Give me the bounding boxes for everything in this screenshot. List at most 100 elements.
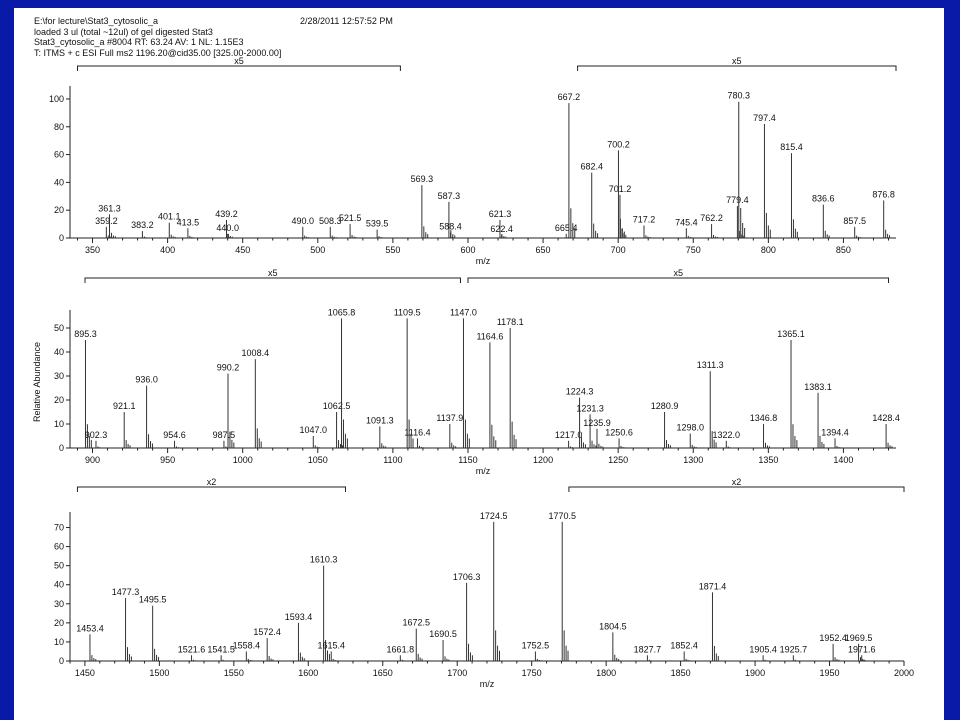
panel-2-peak-label: 921.1 bbox=[113, 401, 136, 411]
panel-1-peak-label: 439.2 bbox=[215, 209, 238, 219]
panel-2-peak-label: 1047.0 bbox=[300, 425, 328, 435]
panel-1-peak-label: 413.5 bbox=[177, 217, 200, 227]
panel-1-peak-label: 401.1 bbox=[158, 212, 181, 222]
panel-2-peak-label: 1164.6 bbox=[476, 331, 503, 341]
panel-3-peak-label: 1804.5 bbox=[599, 621, 627, 631]
panel-1-peak-label: 569.3 bbox=[411, 174, 434, 184]
panel-2-peak-label: 1008.4 bbox=[242, 348, 270, 358]
panel-1-y-tick-label: 20 bbox=[54, 205, 64, 215]
panel-3-peak-label: 1558.4 bbox=[233, 640, 261, 650]
panel-3-peak-label: 1852.4 bbox=[670, 640, 698, 650]
panel-2-peak-label: 1137.9 bbox=[436, 413, 463, 423]
panel-2-peak-label: 1178.1 bbox=[497, 317, 524, 327]
panel-1-y-tick-label: 60 bbox=[54, 150, 64, 160]
panel-1-x-tick-label: 450 bbox=[235, 245, 250, 255]
panel-3-x-tick-label: 1550 bbox=[224, 668, 244, 678]
panel-3-x-tick-label: 1500 bbox=[149, 668, 169, 678]
panel-2-peak-label: 902.3 bbox=[85, 430, 108, 440]
panel-1-peak-label: 857.5 bbox=[843, 216, 866, 226]
panel-2-y-axis-label: Relative Abundance bbox=[32, 342, 42, 422]
panel-3-x-tick-label: 1850 bbox=[671, 668, 691, 678]
panel-2-x-tick-label: 1100 bbox=[383, 455, 402, 465]
panel-1-peak-label: 700.2 bbox=[607, 139, 630, 149]
panel-2-peak-label: 1091.3 bbox=[366, 415, 394, 425]
panel-2-peak-label: 1280.9 bbox=[651, 401, 679, 411]
panel-2-x-tick-label: 1400 bbox=[833, 455, 853, 465]
panel-3-x-tick-label: 1950 bbox=[820, 668, 840, 678]
panel-3-y-tick-label: 10 bbox=[54, 637, 64, 647]
panel-2-x-tick-label: 1250 bbox=[608, 455, 628, 465]
panel-2-peak-label: 1062.5 bbox=[323, 401, 351, 411]
panel-3-peak-label: 1453.4 bbox=[76, 623, 104, 633]
panel-1-peak-label: 667.2 bbox=[558, 92, 581, 102]
panel-3-peak-label: 1706.3 bbox=[453, 572, 481, 582]
panel-3-x-tick-label: 1700 bbox=[447, 668, 467, 678]
panel-3-zoom-factor-label: x2 bbox=[732, 477, 742, 487]
panel-1-peak-label: 621.3 bbox=[489, 209, 512, 219]
panel-2-peak-label: 1250.6 bbox=[605, 427, 633, 437]
panel-3-zoom-bracket bbox=[76, 486, 347, 492]
acquisition-timestamp: 2/28/2011 12:57:52 PM bbox=[300, 16, 393, 26]
panel-3-peak-label: 1477.3 bbox=[112, 587, 140, 597]
panel-2-y-tick-label: 10 bbox=[54, 419, 64, 429]
panel-1-peak-label: 701.2 bbox=[609, 184, 632, 194]
panel-3-peak-label: 1593.4 bbox=[285, 612, 313, 622]
panel-1-peak-label: 440.0 bbox=[216, 223, 239, 233]
panel-1-peak-label: 717.2 bbox=[633, 214, 656, 224]
panel-3-x-axis-label: m/z bbox=[480, 679, 495, 689]
panel-3-peak-label: 1925.7 bbox=[780, 644, 808, 654]
panel-2-x-tick-label: 900 bbox=[85, 455, 100, 465]
panel-1-zoom-factor-label: x5 bbox=[732, 56, 742, 66]
panel-3-peak-label: 1724.5 bbox=[480, 511, 508, 521]
panel-1-peak-label: 682.4 bbox=[580, 162, 603, 172]
panel-2-peak-label: 1365.1 bbox=[777, 329, 805, 339]
panel-3-peak-label: 1770.5 bbox=[548, 511, 576, 521]
panel-1-x-tick-label: 600 bbox=[460, 245, 475, 255]
panel-2-x-tick-label: 1300 bbox=[683, 455, 703, 465]
panel-1-peak-label: 587.3 bbox=[438, 191, 461, 201]
panel-2-zoom-bracket bbox=[84, 277, 461, 283]
panel-1-x-tick-label: 650 bbox=[536, 245, 551, 255]
panel-3-peak-label: 1971.6 bbox=[848, 644, 876, 654]
panel-3-zoom-factor-label: x2 bbox=[207, 477, 217, 487]
panel-2-peak-label: 1147.0 bbox=[450, 307, 477, 317]
panel-2-peak-label: 954.6 bbox=[163, 430, 186, 440]
panel-1-x-tick-label: 700 bbox=[611, 245, 626, 255]
panel-2-peak-label: 1311.3 bbox=[697, 360, 724, 370]
panel-2-peak-label: 1231.3 bbox=[576, 403, 604, 413]
panel-1-x-axis-label: m/z bbox=[476, 256, 491, 266]
panel-1-peak-label: 383.2 bbox=[131, 220, 154, 230]
panel-2-peak-label: 1394.4 bbox=[821, 427, 849, 437]
panel-2-y-tick-label: 30 bbox=[54, 371, 64, 381]
scan-info: Stat3_cytosolic_a #8004 RT: 63.24 AV: 1 … bbox=[34, 37, 244, 47]
panel-1-y-tick-label: 0 bbox=[59, 233, 64, 243]
panel-3-x-tick-label: 2000 bbox=[894, 668, 914, 678]
panel-2-peak-label: 895.3 bbox=[74, 329, 97, 339]
panel-1-y-tick-label: 80 bbox=[54, 122, 64, 132]
panel-2-peak-label: 1235.9 bbox=[583, 418, 611, 428]
sample-note: loaded 3 ul (total ~12ul) of gel digeste… bbox=[34, 26, 213, 37]
panel-3-zoom-bracket bbox=[568, 486, 905, 492]
panel-3-peak-label: 1521.6 bbox=[178, 644, 206, 654]
panel-1-y-tick-label: 100 bbox=[49, 94, 64, 104]
panel-1-peak-label: 836.6 bbox=[812, 194, 835, 204]
panel-3-peak-label: 1690.5 bbox=[429, 629, 457, 639]
panel-2-x-axis-label: m/z bbox=[476, 466, 491, 476]
panel-3-peak-label: 1495.5 bbox=[139, 595, 167, 605]
panel-1-peak-label: 745.4 bbox=[675, 217, 698, 227]
panel-1-peak-label: 508.3 bbox=[319, 216, 342, 226]
panel-3-y-tick-label: 0 bbox=[59, 656, 64, 666]
panel-1-peak-label: 361.3 bbox=[98, 203, 121, 213]
panel-1-peak-label: 779.4 bbox=[726, 195, 749, 205]
panel-3-y-tick-label: 70 bbox=[54, 523, 64, 533]
panel-1-zoom-bracket bbox=[77, 65, 401, 71]
panel-1-peak-label: 876.8 bbox=[872, 189, 895, 199]
panel-3-y-tick-label: 60 bbox=[54, 542, 64, 552]
scan-filter: T: ITMS + c ESI Full ms2 1196.20@cid35.0… bbox=[34, 47, 282, 58]
panel-1-zoom-bracket bbox=[577, 65, 897, 71]
panel-2-peak-label: 990.2 bbox=[217, 363, 240, 373]
panel-2-y-tick-label: 0 bbox=[59, 443, 64, 453]
panel-3-peak-label: 1905.4 bbox=[749, 644, 777, 654]
panel-2-peak-label: 1116.4 bbox=[404, 427, 430, 437]
